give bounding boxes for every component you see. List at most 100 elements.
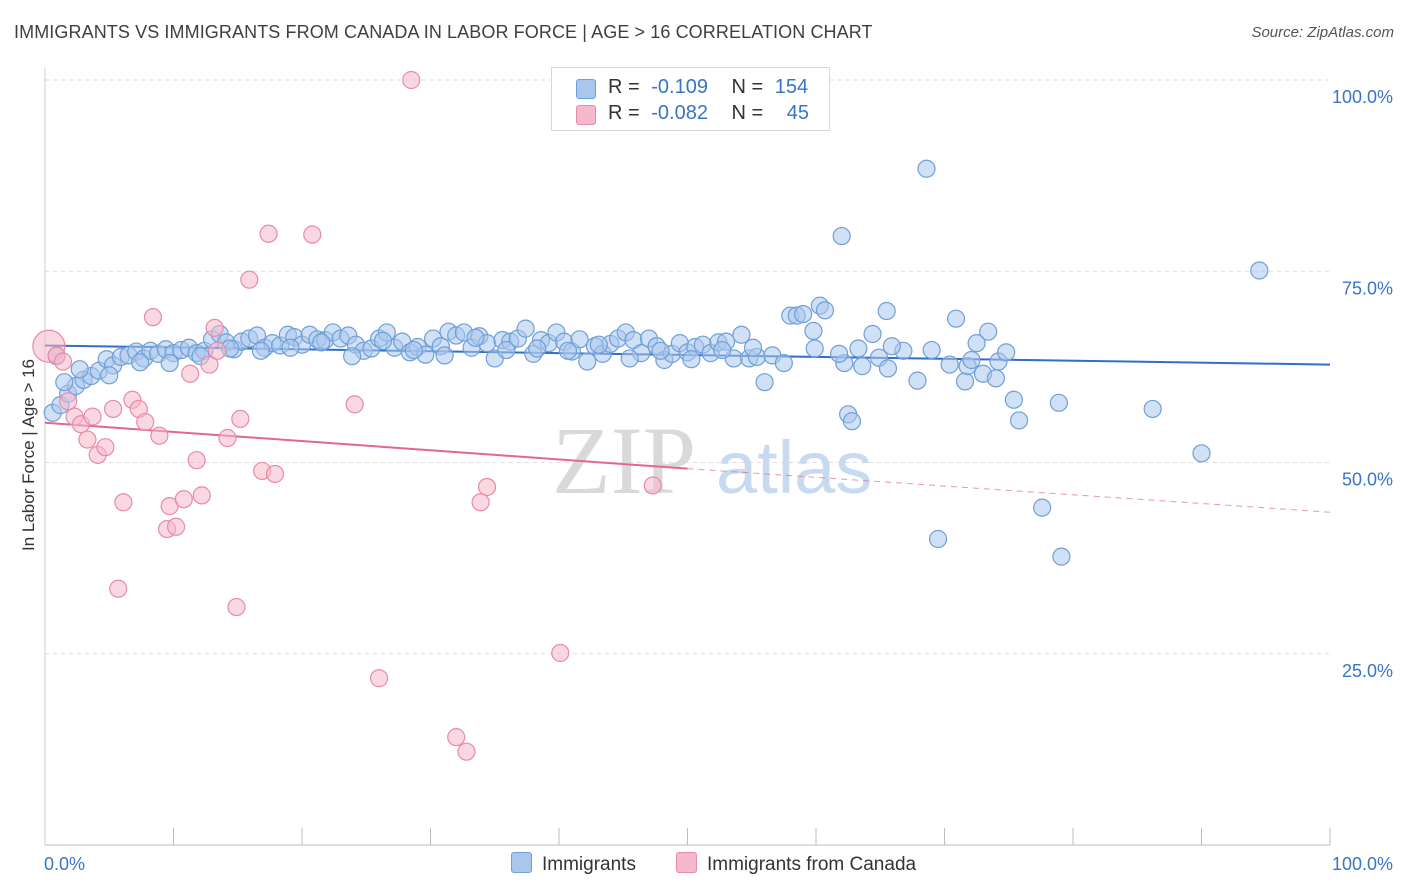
canada-point [240,270,259,289]
canada-point [114,493,133,512]
y-axis-label: In Labor Force | Age > 16 [19,359,38,551]
immigrants-point [794,304,813,324]
y-tick-label: 50.0% [1342,470,1393,490]
canada-point [643,476,662,495]
watermark-atlas: atlas [716,426,872,509]
immigrants-point [404,340,423,360]
immigrants-point [842,412,862,431]
immigrants-point [1004,390,1023,409]
canada-point [259,224,278,243]
immigrants-point [830,344,849,363]
immigrants-point [832,226,851,246]
canada-point [104,399,123,419]
n-value: 45 [786,102,810,124]
canada-point [208,341,227,360]
tick-labels: 25.0% 50.0% 75.0% 100.0% 0.0% 100.0% [44,87,1393,874]
canada-point [200,355,219,374]
immigrants-point [100,366,119,385]
immigrants-point [651,341,670,360]
blue-swatch-icon [511,852,532,873]
immigrants-point [713,340,732,360]
canada-point [96,438,115,457]
x-tick-label-min: 0.0% [44,854,85,874]
immigrants-point [853,357,872,376]
r-value: -0.082 [651,102,708,124]
y-tick-label: 75.0% [1342,278,1393,298]
canada-point [136,412,155,432]
legend-label: Immigrants from Canada [707,854,917,875]
y-tick-label: 25.0% [1342,661,1393,681]
immigrants-point [967,334,986,353]
immigrants-point [805,339,824,358]
canada-point [218,428,237,448]
immigrants-point [928,529,948,549]
immigrants-point [755,373,774,392]
canada-point [227,597,246,617]
canada-point [265,464,285,484]
immigrants-point [528,339,547,358]
immigrants-point [1250,261,1269,280]
immigrants-point [1009,411,1029,430]
immigrants-point [908,371,927,390]
n-label: N = [731,102,764,124]
canada-point [551,643,570,663]
n-label: N = [731,76,764,98]
legend-label: Immigrants [542,854,636,875]
immigrants-point [589,335,608,354]
canada-point [457,742,476,761]
immigrants-point [1049,393,1068,412]
canada-point [303,225,322,244]
canada-point [83,407,102,426]
immigrants-point [578,352,597,371]
immigrants-point [1052,547,1071,566]
canada-point [78,430,97,449]
n-value: 154 [774,76,809,98]
immigrants-point [863,324,882,344]
immigrants-point [878,359,898,378]
immigrants-point [804,321,823,341]
canada-point [370,669,389,688]
immigrants-point [917,159,936,178]
r-label: R = [608,76,640,98]
correlation-legend: R = -0.109 N = 154 R = -0.082 N = 45 [551,67,830,131]
canada-point [205,318,224,337]
immigrants-point [516,319,535,338]
immigrants-point [940,355,959,374]
immigrants-point [343,347,362,366]
canada-point [150,426,169,445]
canada-points [32,70,662,761]
canada-point [181,364,200,383]
canada-point [231,409,250,428]
x-tick-label-max: 100.0% [1332,854,1393,874]
r-label: R = [608,102,640,124]
immigrants-point [160,353,179,373]
immigrants-point [922,340,941,360]
canada-point [166,517,186,536]
immigrants-point [466,328,485,347]
legend-item-immigrants: Immigrants [511,852,636,878]
blue-swatch-icon [576,79,596,99]
immigrants-point [373,331,393,350]
r-value: -0.109 [651,76,708,98]
immigrants-point [55,373,74,392]
immigrants-point [130,353,150,372]
source-credit: Source: ZipAtlas.com [1251,24,1394,41]
immigrants-point [1143,399,1162,419]
legend-item-canada: Immigrants from Canada [676,852,916,878]
canada-point [192,486,211,505]
immigrants-point [281,338,300,357]
immigrants-point [1033,498,1052,517]
canada-point [53,352,73,371]
immigrants-point [849,339,868,358]
immigrants-point [774,353,793,373]
immigrants-point [955,372,975,391]
immigrants-point [877,301,896,321]
chart-title: IMMIGRANTS VS IMMIGRANTS FROM CANADA IN … [14,22,873,42]
pink-swatch-icon [676,852,697,873]
immigrants-point [962,350,981,370]
canada-point [109,579,128,598]
immigrants-point [743,338,763,357]
canada-point [174,490,193,509]
immigrants-point [620,349,639,368]
immigrants-point [946,309,966,328]
